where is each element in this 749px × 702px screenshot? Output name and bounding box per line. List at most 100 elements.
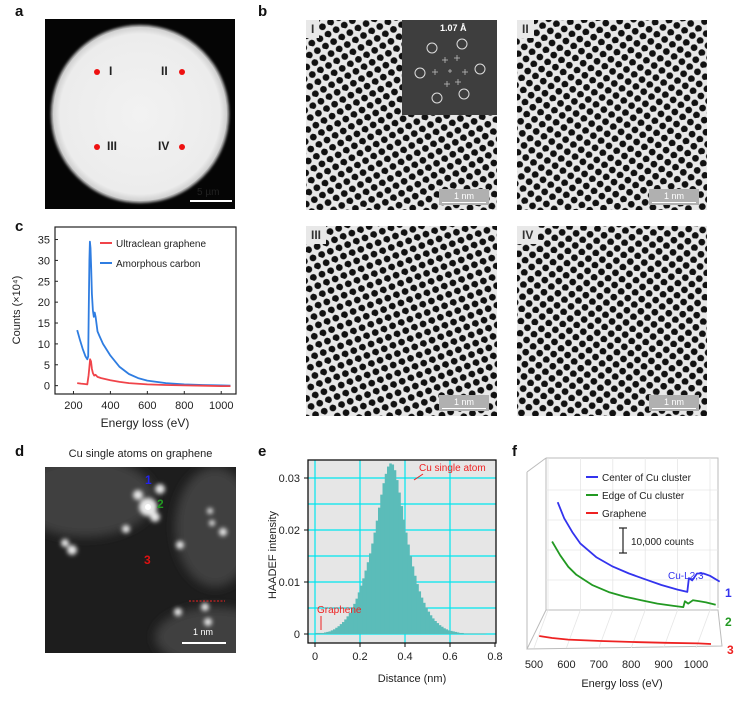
point-label-2: 2 xyxy=(157,497,164,511)
lattice-texture xyxy=(306,226,497,416)
histogram-bar xyxy=(364,570,368,634)
histogram-bar xyxy=(321,632,325,634)
series-line-graphene xyxy=(539,635,712,645)
histogram-bar xyxy=(366,562,370,634)
histogram-bar xyxy=(324,632,327,634)
y-tick-label: 15 xyxy=(38,318,50,330)
annotation-cu-pointer xyxy=(413,473,424,481)
x-tick-label: 0.8 xyxy=(487,651,502,663)
y-tick-label: 0 xyxy=(44,381,50,393)
x-tick-label: 900 xyxy=(654,659,672,671)
histogram-bar xyxy=(429,615,433,634)
x-tick-label: 600 xyxy=(557,659,575,671)
histogram-bar xyxy=(393,470,397,634)
histogram-bar xyxy=(454,631,458,634)
histogram-bar xyxy=(479,633,482,634)
histogram-bar xyxy=(427,611,431,634)
fft-inset: 1.07 Å xyxy=(402,20,497,115)
histogram-bar xyxy=(326,631,329,634)
series-index-2: 2 xyxy=(725,615,732,629)
point-label-3: 3 xyxy=(144,553,151,567)
grid-line-floor xyxy=(695,609,711,649)
histogram-bar xyxy=(414,575,417,634)
y-tick-label: 30 xyxy=(38,255,50,267)
haadf-texture xyxy=(45,467,236,653)
x-tick-label: 200 xyxy=(64,400,82,412)
grid-line-floor xyxy=(566,609,581,649)
edge-label-cu-l23: Cu-L2,3 xyxy=(668,571,704,582)
y-tick-label: 0 xyxy=(294,629,300,641)
histogram-bar xyxy=(333,629,336,634)
histogram-bar xyxy=(357,592,361,634)
histogram-bar xyxy=(452,631,455,634)
histogram-bar xyxy=(432,618,435,634)
x-tick-label: 0 xyxy=(312,651,318,663)
x-tick-label: 1000 xyxy=(209,400,233,412)
histogram-bar xyxy=(443,628,446,634)
marker-I xyxy=(94,69,100,75)
histogram-bar xyxy=(436,623,440,634)
histogram-bar xyxy=(375,520,379,634)
scale-bar-III: 1 nm xyxy=(439,395,489,411)
histogram-bar xyxy=(456,632,460,634)
histogram-bar xyxy=(400,506,404,634)
x-tick-label: 0.2 xyxy=(352,651,367,663)
image-tag-I: I xyxy=(306,20,320,38)
histogram-bar xyxy=(360,585,363,634)
histogram-bar xyxy=(477,633,480,634)
panel-label-a: a xyxy=(15,3,24,20)
lattice-texture xyxy=(517,226,707,416)
x-axis-label: Energy loss (eV) xyxy=(581,678,662,690)
grid-line-floor xyxy=(598,609,614,649)
legend-label: Graphene xyxy=(602,509,647,520)
panel-label-f: f xyxy=(512,443,517,460)
plot-frame xyxy=(54,226,237,395)
histogram-bar xyxy=(391,464,395,634)
y-tick-label: 10 xyxy=(38,339,50,351)
x-tick-label: 0.4 xyxy=(397,651,412,663)
marker-label-IV: IV xyxy=(158,139,170,153)
histogram-bar xyxy=(423,602,426,634)
histogram-bar xyxy=(315,632,318,634)
histogram-bar xyxy=(445,629,449,634)
x-tick-label: 800 xyxy=(175,400,193,412)
image-tag-II: II xyxy=(517,20,534,38)
series-line-edge-of-cu-cluster xyxy=(551,541,716,609)
scale-indicator-label: 10,000 counts xyxy=(631,537,694,548)
histogram-bar xyxy=(398,492,401,634)
series-line-ultraclean-graphene xyxy=(77,358,231,388)
eels-3d-chart-f: Center of Cu cluster Edge of Cu cluster Gr… xyxy=(525,457,734,690)
scale-bar xyxy=(190,200,232,202)
histogram-bar xyxy=(474,633,478,634)
point-label-1: 1 xyxy=(145,473,152,487)
grid-line-floor xyxy=(533,609,549,649)
histogram-bar xyxy=(405,532,408,634)
histogram-bar xyxy=(438,625,442,634)
x-axis-label: Distance (nm) xyxy=(378,673,446,685)
panel-label-e: e xyxy=(258,443,267,460)
scale-indicator xyxy=(619,527,627,554)
3d-box xyxy=(526,457,723,650)
histogram-bar xyxy=(411,566,415,634)
lattice-image-I: 1.07 Å I 1 nm xyxy=(306,20,497,210)
legend-label: Edge of Cu cluster xyxy=(602,491,685,502)
histogram-bar xyxy=(362,578,365,634)
histogram-bar xyxy=(447,630,451,634)
histogram-bar xyxy=(425,607,428,634)
histogram-bar xyxy=(434,621,437,634)
panel-d-title: Cu single atoms on graphene xyxy=(68,448,213,460)
histogram-bar xyxy=(353,603,356,634)
histogram-bar xyxy=(319,632,323,634)
histogram-bar xyxy=(337,626,341,634)
histogram-bar xyxy=(387,466,390,634)
histogram-bar xyxy=(346,616,350,634)
histogram-bar xyxy=(402,519,406,634)
y-tick-label: 0.02 xyxy=(279,525,300,537)
x-axis-label: Energy loss (eV) xyxy=(101,416,190,430)
grid-line-floor xyxy=(663,609,678,649)
histogram-bar xyxy=(396,480,399,634)
series-index-1: 1 xyxy=(725,586,732,600)
histogram-bar xyxy=(371,543,374,634)
histogram-bar xyxy=(407,544,410,634)
lattice-image-IV: IV 1 nm xyxy=(517,226,707,416)
